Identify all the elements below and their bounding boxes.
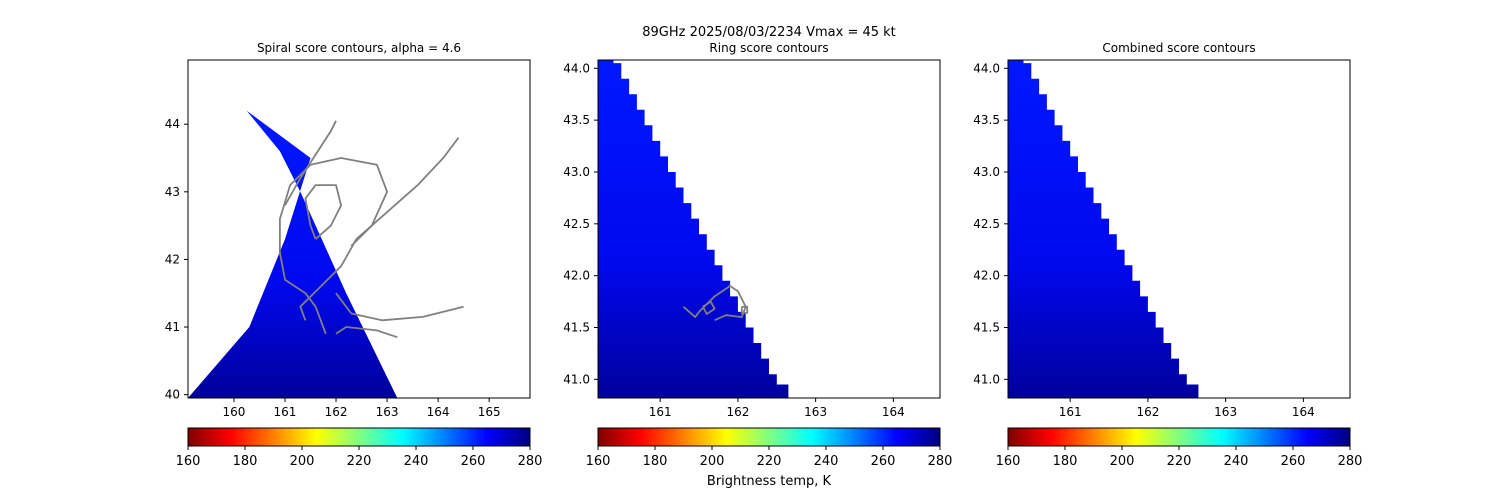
colorbar: 160 180 200 220 240 260 280 [176, 427, 543, 469]
colorbar-tick-label: 160 [996, 454, 1021, 469]
x-tick-label: 161 [649, 405, 672, 419]
y-tick-label: 44.0 [563, 61, 590, 75]
colorbar-tick-label: 260 [1281, 454, 1306, 469]
colorbar-label: Brightness temp, K [707, 474, 832, 489]
y-tick-label: 43 [165, 185, 180, 199]
panel-spiral: Spiral score contours, alpha = 4.6 160 16… [165, 41, 543, 469]
y-tick-label: 41.5 [973, 320, 1000, 334]
colorbar-tick-label: 160 [586, 454, 611, 469]
contour-line [304, 184, 343, 240]
x-tick-label: 162 [726, 405, 749, 419]
x-ticks: 161 162 163 164 [649, 398, 905, 419]
y-tick-label: 43.0 [563, 165, 590, 179]
colorbar-bar [187, 427, 531, 447]
contours [278, 120, 464, 339]
panel-combined: Combined score contours 161 162 163 164 41.… [973, 41, 1362, 469]
x-ticks: 160 161 162 163 164 165 [222, 398, 501, 419]
colorbar: 160 180 200 220 240 260 280 [996, 427, 1363, 469]
colorbar-tick-label: 220 [757, 454, 782, 469]
y-tick-label: 42.0 [973, 269, 1000, 283]
swath-fill [1008, 60, 1199, 398]
panel-title: Ring score contours [709, 41, 828, 55]
y-tick-label: 41.0 [563, 372, 590, 386]
y-ticks: 41.0 41.5 42.0 42.5 43.0 43.5 44.0 [563, 61, 598, 386]
colorbar-tick-label: 180 [1053, 454, 1078, 469]
contour-line [740, 305, 749, 314]
y-tick-label: 42.5 [973, 217, 1000, 231]
colorbar-tick-label: 260 [871, 454, 896, 469]
plot-area [1008, 60, 1199, 398]
plot-area [188, 110, 464, 398]
panel-title: Combined score contours [1102, 41, 1255, 55]
colorbar-tick-label: 160 [176, 454, 201, 469]
axes-frame [1007, 59, 1351, 399]
y-tick-label: 41 [165, 320, 180, 334]
y-tick-label: 42 [165, 252, 180, 266]
plot-area [598, 60, 789, 398]
y-tick-label: 41.5 [563, 320, 590, 334]
axes-frame [597, 59, 941, 399]
colorbar-tick-label: 200 [1110, 454, 1135, 469]
x-tick-label: 162 [1136, 405, 1159, 419]
colorbar-tick-label: 280 [518, 454, 543, 469]
colorbar-tick-label: 260 [461, 454, 486, 469]
colorbar-tick-label: 280 [1338, 454, 1363, 469]
x-tick-label: 164 [882, 405, 905, 419]
x-tick-label: 163 [376, 405, 399, 419]
colorbar-tick-label: 220 [347, 454, 372, 469]
panel-ring: Ring score contours 161 162 163 164 41.041.… [563, 41, 952, 489]
swath-fill [188, 110, 398, 398]
x-tick-label: 165 [478, 405, 501, 419]
x-tick-label: 161 [1059, 405, 1082, 419]
y-tick-label: 40 [165, 388, 180, 402]
colorbar-tick-label: 200 [700, 454, 725, 469]
contour-line [335, 292, 464, 322]
colorbar-tick-label: 240 [404, 454, 429, 469]
colorbar-tick-label: 240 [1224, 454, 1249, 469]
colorbar-tick-label: 200 [290, 454, 315, 469]
colorbar-tick-label: 240 [814, 454, 839, 469]
axes-frame [187, 59, 531, 399]
colorbar: 160 180 200 220 240 260 280 [586, 427, 953, 469]
y-tick-label: 43.0 [973, 165, 1000, 179]
y-ticks: 40 41 42 43 44 [165, 117, 188, 402]
contour-line [335, 326, 398, 339]
contour-line [278, 157, 389, 335]
colorbar-ticks: 160 180 200 220 240 260 280 [176, 446, 543, 469]
x-ticks: 161 162 163 164 [1059, 398, 1315, 419]
x-tick-label: 160 [222, 405, 245, 419]
contour-line [702, 300, 716, 315]
x-tick-label: 163 [1214, 405, 1237, 419]
panel-title: Spiral score contours, alpha = 4.6 [257, 41, 461, 55]
colorbar-bar [1007, 427, 1351, 447]
y-tick-label: 42.5 [563, 217, 590, 231]
contour-line [299, 137, 460, 321]
x-tick-label: 162 [325, 405, 348, 419]
colorbar-tick-label: 180 [233, 454, 258, 469]
contour-line [284, 120, 337, 206]
colorbar-tick-label: 180 [643, 454, 668, 469]
colorbar-tick-label: 280 [928, 454, 953, 469]
colorbar-bar [597, 427, 941, 447]
x-tick-label: 163 [804, 405, 827, 419]
y-ticks: 41.0 41.5 42.0 42.5 43.0 43.5 44.0 [973, 61, 1008, 386]
contour-line [682, 285, 747, 322]
colorbar-ticks: 160 180 200 220 240 260 280 [586, 446, 953, 469]
y-tick-label: 43.5 [563, 113, 590, 127]
y-tick-label: 41.0 [973, 372, 1000, 386]
figure-suptitle: 89GHz 2025/08/03/2234 Vmax = 45 kt [642, 25, 896, 40]
y-tick-label: 43.5 [973, 113, 1000, 127]
swath-fill [598, 60, 789, 398]
x-tick-label: 164 [427, 405, 450, 419]
colorbar-ticks: 160 180 200 220 240 260 280 [996, 446, 1363, 469]
x-tick-label: 161 [274, 405, 297, 419]
x-tick-label: 164 [1292, 405, 1315, 419]
y-tick-label: 42.0 [563, 269, 590, 283]
y-tick-label: 44 [165, 117, 180, 131]
y-tick-label: 44.0 [973, 61, 1000, 75]
contours [682, 285, 749, 322]
colorbar-tick-label: 220 [1167, 454, 1192, 469]
